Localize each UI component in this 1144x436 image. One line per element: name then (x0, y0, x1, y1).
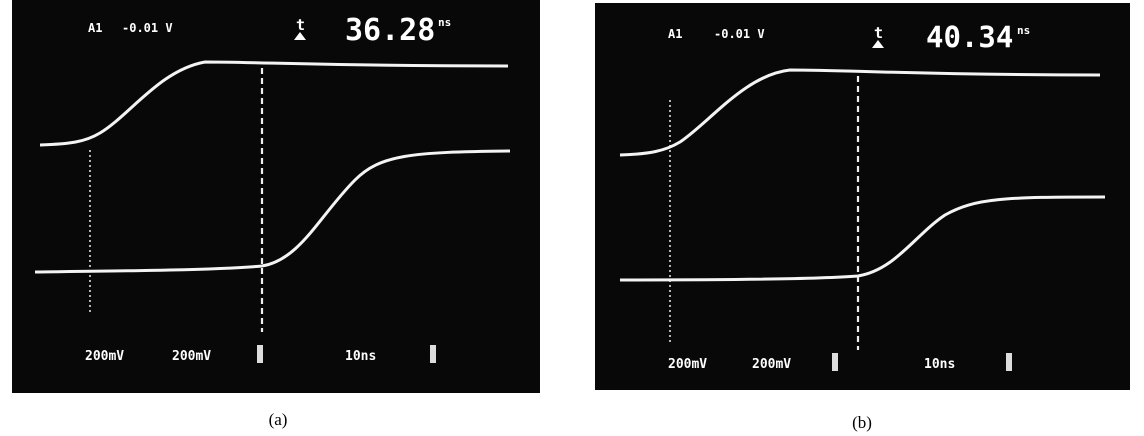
coupling-icon (832, 353, 838, 371)
time-scale: 10ns (924, 357, 955, 372)
screen (12, 0, 540, 393)
delta-value: 40.34 (926, 20, 1013, 54)
delta-unit: ns (1017, 24, 1030, 37)
ch2-scale: 200mV (752, 357, 791, 372)
offset: -0.01 V (714, 27, 765, 41)
offset: -0.01 V (122, 21, 173, 35)
delta-unit: ns (438, 16, 451, 29)
caption: (b) (852, 413, 872, 432)
trigger-icon (1006, 353, 1012, 371)
delta-symbol: t (296, 16, 305, 34)
caption: (a) (269, 410, 288, 429)
delta-symbol: t (874, 24, 883, 42)
channel: A1 (88, 21, 102, 35)
ch1-scale: 200mV (668, 357, 707, 372)
ch1-scale: 200mV (85, 349, 124, 364)
coupling-icon (257, 345, 263, 363)
trigger-icon (430, 345, 436, 363)
ch2-scale: 200mV (172, 349, 211, 364)
figure: A1 -0.01 V t 36.28 ns 200mV 200mV 10ns (… (0, 0, 1144, 436)
scope-panel: A1 -0.01 V t 36.28 ns 200mV 200mV 10ns (… (12, 0, 540, 429)
delta-value: 36.28 (345, 13, 435, 48)
channel: A1 (668, 27, 682, 41)
time-scale: 10ns (345, 349, 376, 364)
scope-panel: A1 -0.01 V t 40.34 ns 200mV 200mV 10ns (… (595, 3, 1130, 432)
